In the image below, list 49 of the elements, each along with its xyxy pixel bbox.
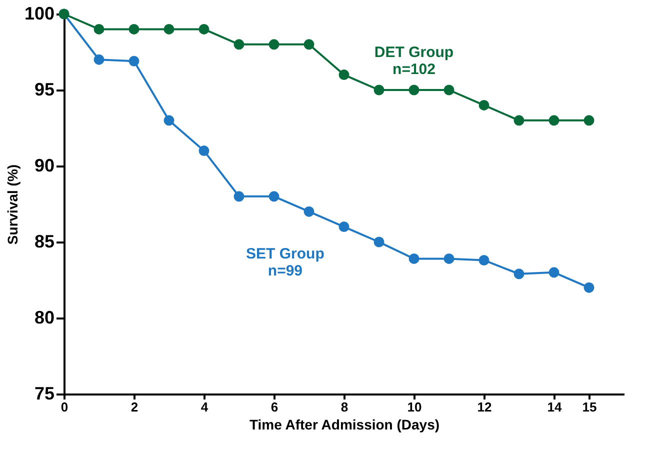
x-tick-label: 15	[582, 400, 597, 414]
y-tick-label: 85	[34, 232, 54, 252]
point	[514, 115, 524, 126]
point	[198, 146, 210, 156]
point	[338, 222, 350, 232]
x-tick-label: 4	[200, 400, 209, 414]
point	[164, 115, 174, 126]
point	[514, 268, 524, 280]
series-label: DET Group n=102	[374, 44, 454, 78]
y-tick-label: 90	[34, 156, 54, 176]
x-axis-title: Time After Admission (Days)	[249, 416, 440, 432]
x-tick-label: 12	[477, 400, 492, 414]
point	[408, 84, 420, 96]
series-label: SET Group n=99	[246, 245, 324, 280]
point	[548, 115, 560, 126]
point	[478, 100, 490, 110]
point	[408, 253, 420, 264]
point	[234, 191, 244, 202]
x-tick-label: 10	[407, 400, 422, 414]
point	[444, 253, 454, 264]
y-tick-label: 80	[34, 308, 54, 328]
point	[584, 282, 594, 293]
point	[374, 236, 384, 248]
point	[584, 115, 594, 126]
x-tick-label: 8	[340, 400, 348, 414]
x-tick-label: 6	[270, 400, 278, 414]
y-tick-label: 100	[24, 4, 54, 24]
point	[164, 24, 174, 34]
x-tick-label: 2	[130, 400, 138, 414]
point	[268, 39, 280, 50]
y-tick-label: 95	[34, 80, 54, 100]
y-axis-title: Survival (%)	[4, 164, 20, 245]
point	[128, 24, 140, 34]
point	[374, 84, 384, 96]
point	[268, 191, 280, 202]
point	[304, 39, 314, 50]
point	[444, 84, 454, 96]
point	[338, 70, 350, 80]
point	[548, 267, 560, 278]
point	[304, 206, 314, 217]
x-tick-label: 0	[60, 400, 68, 414]
point	[94, 24, 104, 34]
point	[128, 56, 140, 66]
x-tick-label: 14	[547, 400, 562, 414]
y-tick-label: 75	[34, 384, 54, 404]
point	[478, 255, 490, 266]
point	[198, 24, 210, 34]
point	[234, 39, 244, 50]
point	[94, 54, 104, 65]
